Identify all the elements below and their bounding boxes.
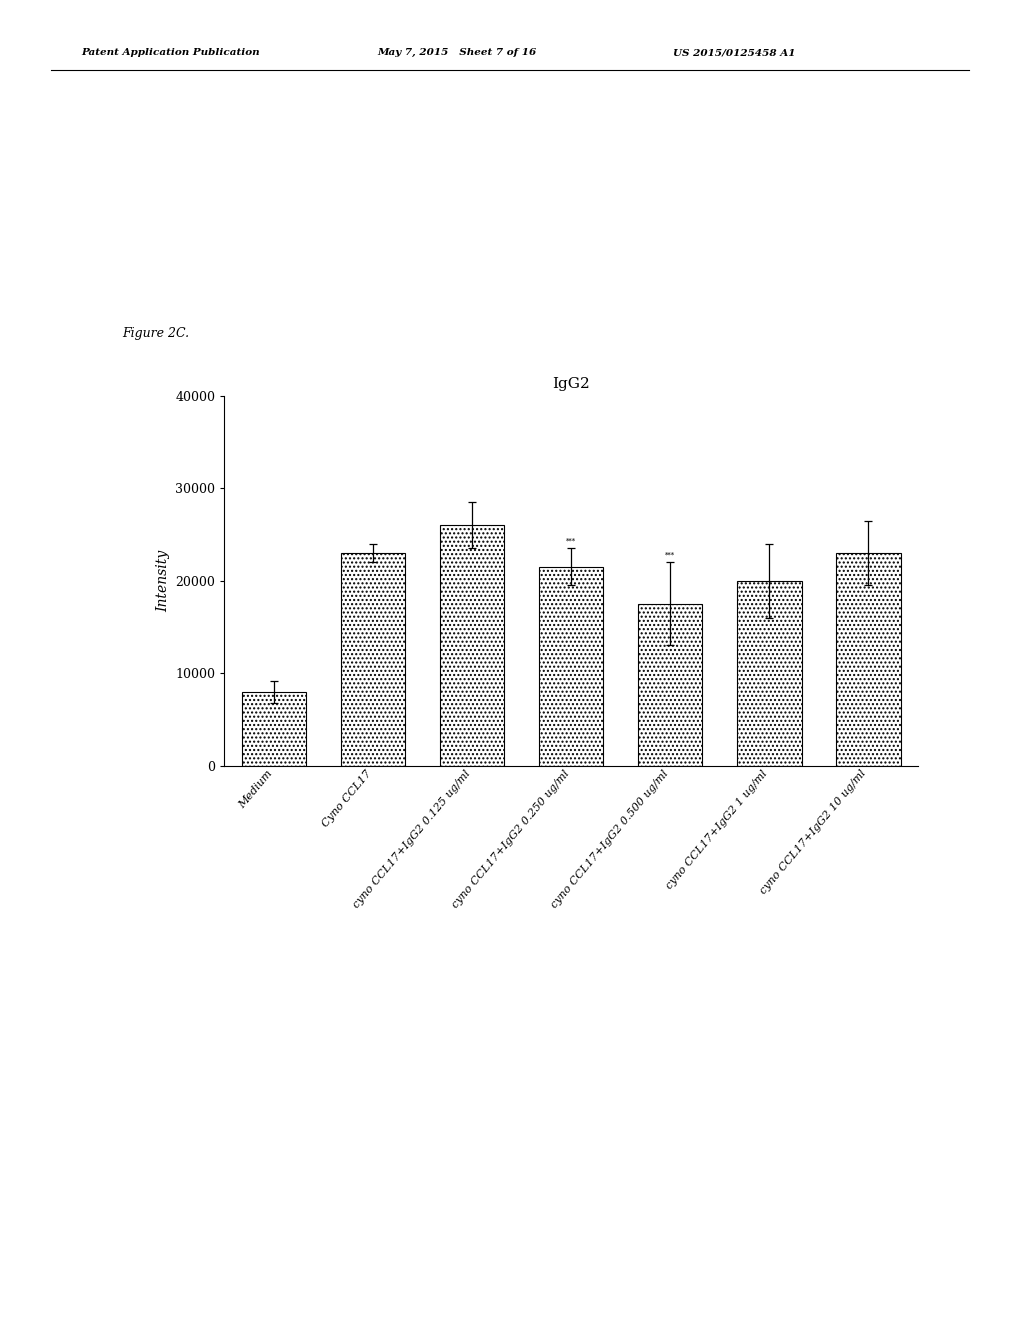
Bar — [737, 581, 801, 766]
Y-axis label: Intensity: Intensity — [156, 549, 169, 612]
Bar — [836, 553, 900, 766]
Bar — [439, 525, 503, 766]
Bar — [242, 692, 306, 766]
Bar — [340, 553, 405, 766]
Text: Figure 2C.: Figure 2C. — [122, 326, 190, 339]
Text: Patent Application Publication: Patent Application Publication — [82, 49, 260, 58]
Bar — [638, 605, 702, 766]
Text: May 7, 2015   Sheet 7 of 16: May 7, 2015 Sheet 7 of 16 — [377, 49, 536, 58]
Text: ***: *** — [566, 537, 576, 545]
Text: ***: *** — [664, 552, 675, 560]
Text: US 2015/0125458 A1: US 2015/0125458 A1 — [673, 49, 795, 58]
Title: IgG2: IgG2 — [551, 376, 590, 391]
Bar — [538, 568, 603, 766]
